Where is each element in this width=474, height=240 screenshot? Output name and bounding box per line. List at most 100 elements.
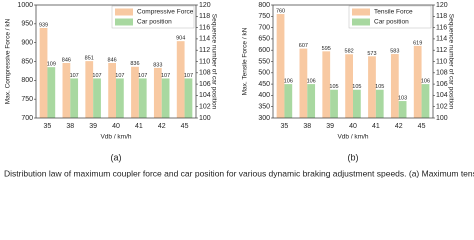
y-tick-label: 300: [258, 115, 270, 122]
value-label: 607: [299, 43, 308, 49]
value-label: 107: [138, 73, 147, 79]
y2-tick-label: 114: [199, 36, 210, 43]
bar: [62, 63, 71, 118]
x-tick-label: 39: [326, 123, 334, 130]
y2-tick-label: 102: [436, 104, 448, 111]
x-tick-label: 38: [66, 123, 74, 130]
x-tick-label: 45: [418, 123, 426, 130]
legend-swatch: [115, 18, 133, 26]
x-tick-label: 45: [181, 123, 189, 130]
bar: [85, 61, 94, 118]
value-label: 107: [70, 73, 79, 79]
value-label: 846: [108, 57, 117, 63]
y2-axis-title: Sequence number of car position: [447, 14, 454, 110]
bar: [131, 66, 139, 118]
bar: [307, 84, 316, 118]
bar: [345, 54, 353, 118]
value-label: 619: [413, 40, 422, 46]
bar: [161, 78, 170, 118]
value-label: 833: [153, 62, 162, 68]
value-label: 106: [421, 79, 430, 85]
legend-label: Car position: [137, 19, 172, 26]
y2-tick-label: 108: [436, 70, 448, 77]
value-label: 105: [375, 84, 384, 90]
bar: [299, 48, 308, 119]
bar: [116, 78, 124, 118]
plot-frame: [35, 4, 197, 119]
x-axis-title: Vdb / km/h: [337, 134, 368, 141]
panel-label: (a): [111, 152, 122, 162]
value-label: 103: [398, 96, 407, 102]
y-tick-label: 450: [258, 81, 270, 88]
y2-tick-label: 112: [199, 47, 210, 54]
x-tick-label: 38: [303, 123, 311, 130]
value-label: 107: [115, 73, 124, 79]
y-tick-label: 350: [258, 104, 270, 111]
value-label: 105: [352, 84, 361, 90]
y2-tick-label: 120: [436, 2, 448, 9]
y2-tick-label: 120: [199, 2, 211, 9]
bar: [47, 67, 56, 118]
value-label: 107: [92, 73, 101, 79]
y-tick-label: 650: [258, 36, 270, 43]
bar: [368, 56, 376, 118]
bar: [276, 14, 285, 118]
y-tick-label: 850: [21, 58, 33, 65]
bar: [375, 89, 384, 118]
y2-axis-title: Sequence number of car position: [210, 14, 217, 110]
value-label: 106: [284, 79, 293, 85]
y2-tick-label: 106: [436, 81, 448, 88]
y2-tick-label: 110: [199, 58, 210, 65]
x-tick-label: 40: [349, 123, 357, 130]
y-tick-label: 750: [21, 96, 33, 103]
y2-tick-label: 116: [199, 24, 210, 31]
x-tick-label: 41: [135, 123, 143, 130]
y2-tick-label: 100: [436, 115, 448, 122]
y-tick-label: 600: [258, 47, 270, 54]
x-axis-title: Vdb / km/h: [100, 134, 131, 141]
legend-swatch: [115, 8, 133, 16]
bar: [413, 45, 422, 118]
value-label: 583: [390, 48, 399, 54]
bar: [39, 27, 48, 118]
legend-label: Tensile Force: [374, 9, 413, 16]
value-label: 939: [39, 22, 48, 28]
value-label: 109: [47, 62, 56, 68]
value-label: 851: [85, 56, 94, 62]
legend-label: Compressive Force: [137, 9, 194, 16]
y-tick-label: 500: [258, 70, 270, 77]
y2-tick-label: 110: [436, 58, 447, 65]
y-tick-label: 550: [258, 58, 270, 65]
value-label: 595: [322, 46, 331, 52]
x-tick-label: 39: [89, 123, 97, 130]
y2-tick-label: 116: [436, 24, 447, 31]
bar: [93, 78, 101, 118]
y-tick-label: 700: [21, 115, 33, 122]
bar: [330, 89, 338, 118]
value-label: 107: [161, 73, 170, 79]
figure: Distribution law of maximum coupler forc…: [4, 2, 474, 178]
bar: [108, 63, 116, 118]
bar: [421, 84, 430, 118]
y2-tick-label: 114: [436, 36, 447, 43]
y2-tick-label: 118: [199, 13, 210, 20]
value-label: 582: [345, 49, 354, 55]
y2-tick-label: 100: [199, 115, 211, 122]
x-tick-label: 42: [158, 123, 166, 130]
y2-tick-label: 112: [436, 47, 447, 54]
y2-tick-label: 118: [436, 13, 447, 20]
y2-tick-label: 102: [199, 104, 211, 111]
bar: [184, 78, 193, 118]
bar: [138, 78, 147, 118]
y2-tick-label: 104: [436, 92, 448, 99]
y-tick-label: 750: [258, 13, 270, 20]
x-tick-label: 35: [281, 123, 289, 130]
value-label: 106: [307, 79, 316, 85]
legend-swatch: [352, 8, 370, 16]
value-label: 836: [130, 61, 139, 67]
x-tick-label: 35: [44, 123, 52, 130]
caption: Distribution law of maximum coupler forc…: [4, 168, 474, 178]
bar: [353, 89, 361, 118]
value-label: 105: [329, 84, 338, 90]
bar: [390, 54, 399, 118]
